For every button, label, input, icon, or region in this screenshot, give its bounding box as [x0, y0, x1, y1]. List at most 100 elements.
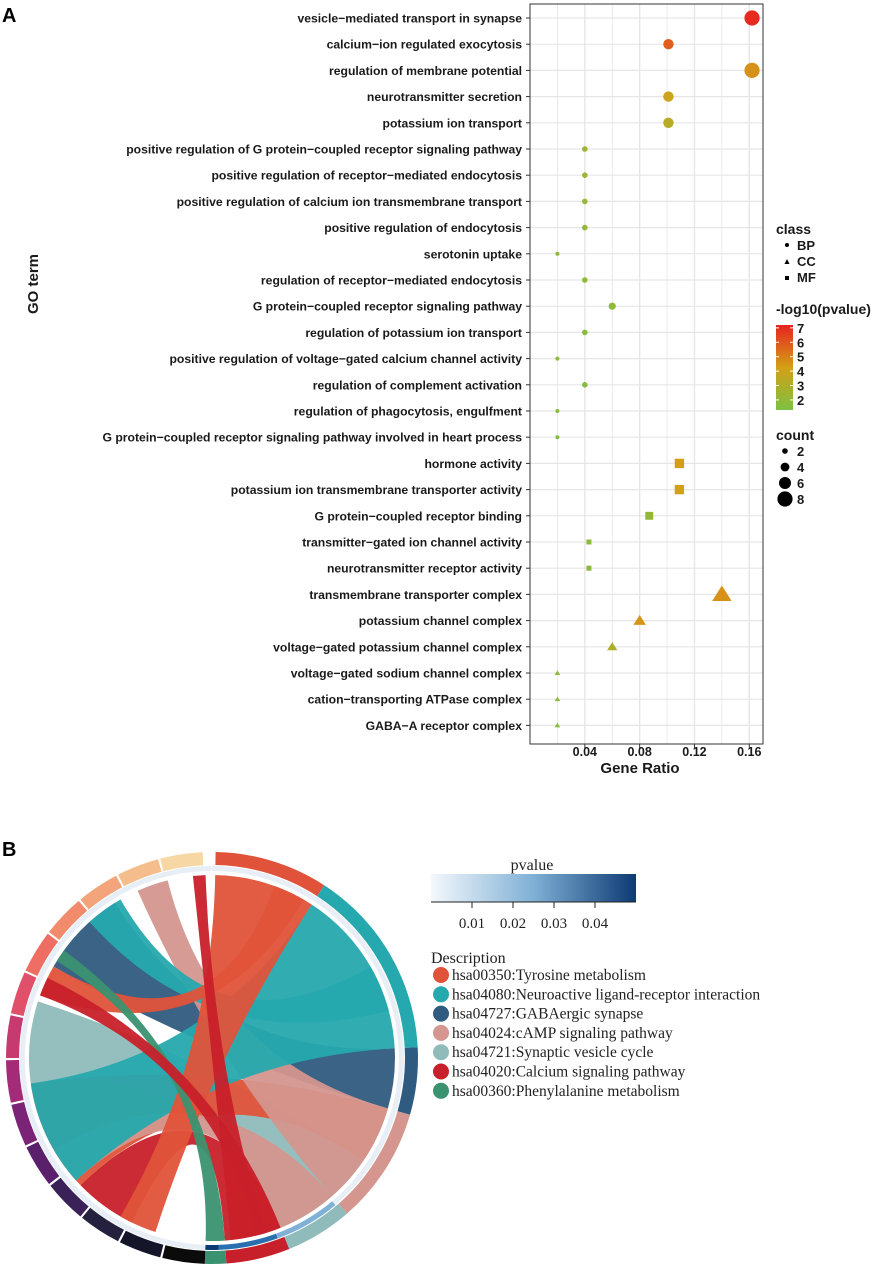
panel-b-letter: B — [2, 839, 16, 861]
cc-point — [554, 722, 561, 728]
mf-legend-label: MF — [797, 270, 816, 285]
panel-a-legends: class BP CC MF -log10(pvalue) — [776, 221, 871, 507]
pathway-legend-label: hsa04024:cAMP signaling pathway — [452, 1025, 673, 1042]
pathway-legend-swatch — [433, 967, 449, 983]
mf-point — [645, 511, 654, 520]
chord-ribbon — [137, 880, 388, 1197]
x-tick-label: 0.16 — [737, 745, 761, 759]
color-tick-label: 5 — [797, 350, 804, 365]
gene-arc — [82, 1207, 124, 1242]
cc-legend-label: CC — [797, 254, 816, 269]
go-term-label: neurotransmitter secretion — [367, 90, 522, 104]
go-term-label: potassium ion transport — [383, 116, 523, 130]
bp-point — [663, 117, 674, 128]
y-axis-title: GO term — [25, 254, 42, 314]
bp-point — [744, 10, 760, 26]
cc-point — [712, 585, 732, 602]
go-term-label: positive regulation of calcium ion trans… — [177, 195, 522, 209]
inner-ring — [19, 866, 404, 1251]
gene-arc — [26, 1141, 60, 1184]
go-term-label: cation−transporting ATPase complex — [308, 693, 523, 707]
go-term-label: hormone activity — [424, 457, 522, 471]
bp-point — [744, 62, 760, 78]
go-dot-plot: vesicle−mediated transport in synapse cal… — [25, 3, 871, 777]
size-legend-label: 2 — [797, 444, 804, 459]
outer-ring — [6, 852, 418, 1265]
bp-point — [608, 302, 616, 310]
inner-ring-segment — [205, 1244, 219, 1251]
chord-ribbon — [192, 875, 266, 1240]
inner-ring-segment — [218, 1233, 278, 1250]
pathway-legend-label: hsa04080:Neuroactive ligand-receptor int… — [452, 986, 760, 1003]
pathway-arc — [204, 1250, 227, 1265]
plot-panel-border — [529, 3, 764, 745]
size-legend-label: 4 — [797, 460, 805, 475]
color-tick-label: 4 — [797, 364, 805, 379]
bp-point — [555, 435, 560, 440]
size-legend-label: 8 — [797, 492, 804, 507]
size-legend-label: 6 — [797, 476, 804, 491]
bp-point — [582, 382, 588, 388]
color-tick-label: 6 — [797, 335, 804, 350]
pathway-legend-swatch — [433, 986, 449, 1003]
pathway-legend-swatch — [433, 1044, 449, 1061]
go-term-label: regulation of complement activation — [313, 378, 522, 392]
gene-arc — [50, 1177, 89, 1217]
cc-legend-shape — [784, 259, 790, 264]
pathway-legend-label: hsa04721:Synaptic vesicle cycle — [452, 1044, 654, 1061]
pathway-arc — [284, 1203, 348, 1249]
gene-arc — [49, 900, 88, 940]
kegg-chord-diagram — [6, 852, 418, 1265]
go-term-label: GABA−A receptor complex — [366, 719, 523, 733]
chord-ribbon — [56, 950, 225, 1242]
go-term-label: potassium channel complex — [359, 614, 522, 628]
bp-legend-label: BP — [797, 238, 815, 253]
pvalue-tick-label: 0.01 — [459, 916, 485, 932]
gene-arc — [6, 1060, 24, 1103]
size-legend-dot — [780, 462, 790, 472]
gene-arc — [10, 972, 37, 1016]
cc-point — [607, 642, 618, 651]
x-tick-labels: 0.04 0.08 0.12 0.16 — [573, 744, 761, 759]
go-term-label: potassium ion transmembrane transporter … — [231, 483, 522, 497]
description-legend-title: Description — [431, 950, 506, 967]
gene-arc — [11, 1102, 38, 1146]
gene-arc — [6, 1015, 24, 1058]
bp-point — [582, 146, 588, 152]
go-term-label: positive regulation of endocytosis — [324, 221, 522, 235]
go-term-label: G protein−coupled receptor binding — [314, 509, 522, 523]
pathway-legend-label: hsa00360:Phenylalanine metabolism — [452, 1083, 680, 1100]
pathway-legend-entries: hsa00350:Tyrosine metabolism hsa04080:Neu… — [433, 967, 760, 1100]
go-term-label: transmitter−gated ion channel activity — [302, 536, 522, 550]
mf-legend-shape — [785, 276, 789, 280]
go-term-label: serotonin uptake — [424, 247, 522, 261]
pathway-arc — [338, 1111, 410, 1214]
go-term-label: voltage−gated potassium channel complex — [273, 640, 522, 654]
bp-legend-shape — [785, 243, 789, 247]
pvalue-legend-title: pvalue — [511, 857, 554, 874]
go-term-label: vesicle−mediated transport in synapse — [297, 12, 522, 26]
x-tick-label: 0.04 — [573, 745, 597, 759]
bp-point — [582, 329, 588, 336]
go-term-label: regulation of phagocytosis, engulfment — [294, 405, 522, 419]
size-legend-dot — [777, 491, 793, 507]
go-term-label: G protein−coupled receptor signaling pat… — [253, 300, 522, 314]
chord-ribbon — [89, 899, 389, 1023]
bp-point — [663, 91, 674, 102]
pathway-legend-swatch — [433, 1024, 449, 1041]
pathway-legend-swatch — [433, 1005, 449, 1022]
color-legend-title: -log10(pvalue) — [776, 301, 871, 317]
mf-point — [586, 565, 592, 571]
go-term-label: G protein−coupled receptor signaling pat… — [102, 431, 522, 445]
gene-arc — [160, 852, 204, 872]
y-gridlines — [526, 17, 763, 727]
cc-point — [633, 614, 646, 625]
gene-arc — [162, 1245, 206, 1264]
color-tick-label: 3 — [797, 379, 804, 394]
go-term-label: calcium−ion regulated exocytosis — [327, 38, 523, 52]
pathway-legend-label: hsa00350:Tyrosine metabolism — [452, 967, 646, 984]
pvalue-legend-ticks: 0.01 0.02 0.03 0.04 — [431, 901, 636, 932]
pathway-arc — [397, 1047, 418, 1115]
